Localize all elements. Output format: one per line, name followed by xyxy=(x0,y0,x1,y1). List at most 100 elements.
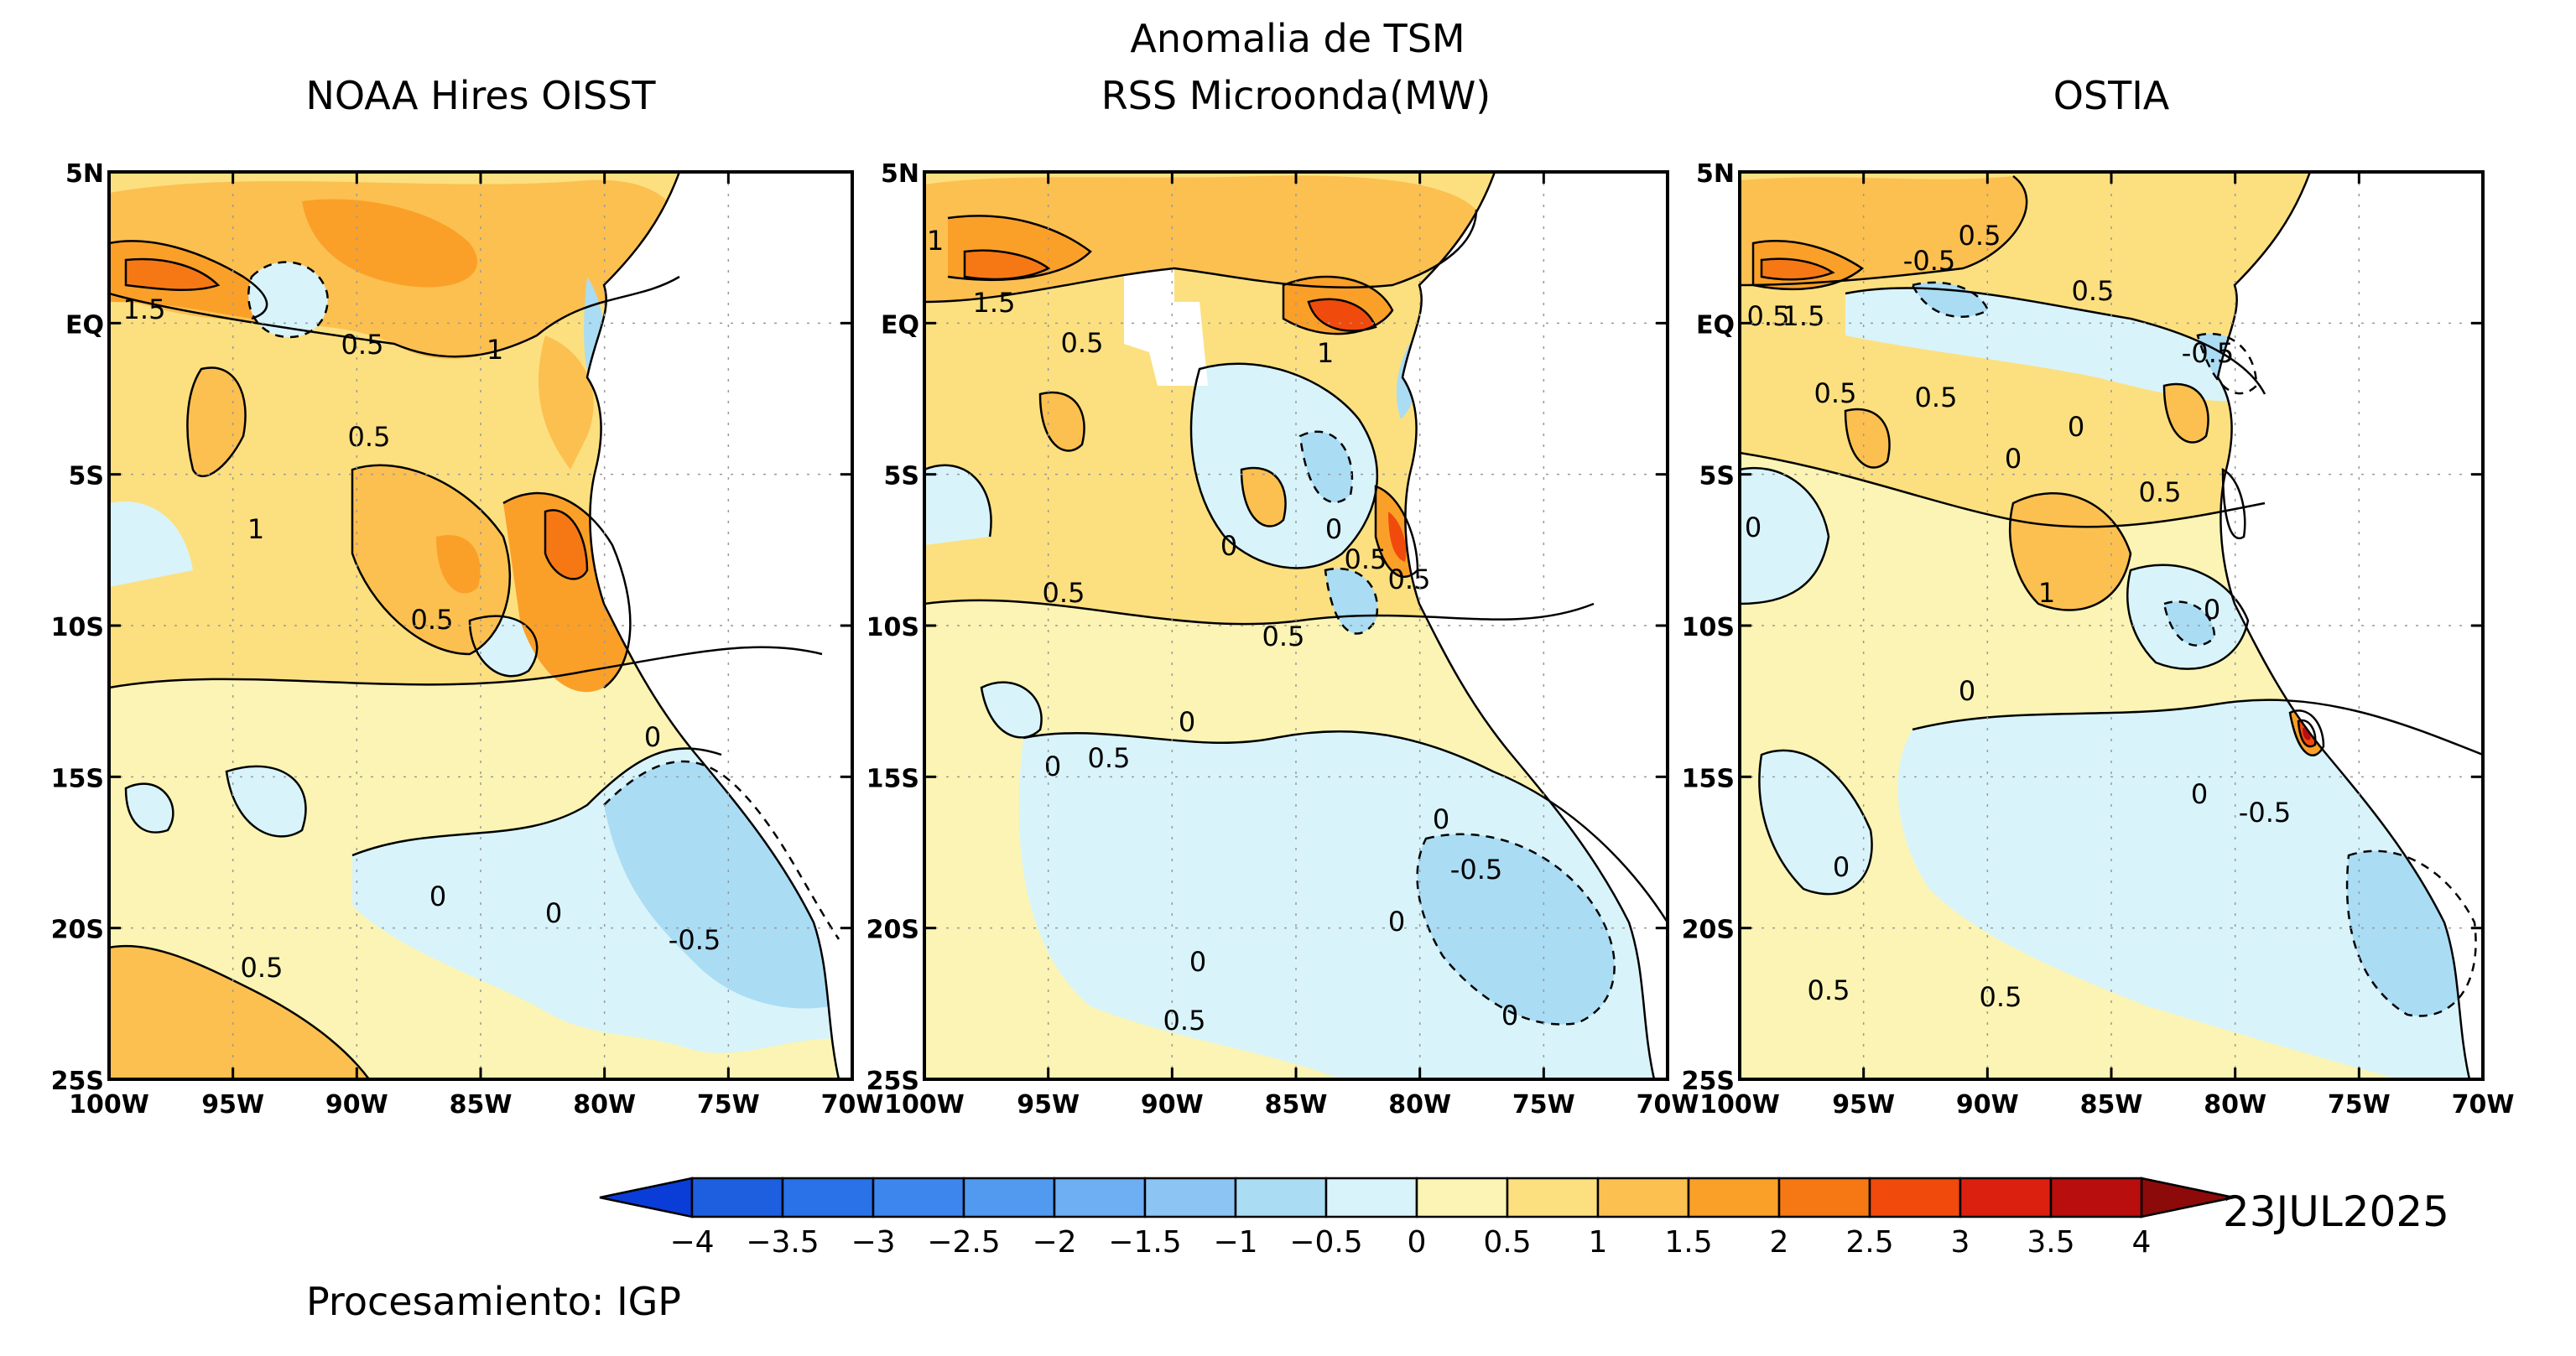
contour-label: 0 xyxy=(2191,778,2208,810)
contour-label: 0 xyxy=(644,721,661,753)
colorbar-swatch xyxy=(1234,1177,1328,1218)
contour-label: 0.5 xyxy=(1388,564,1431,595)
contour-label: 0.5 xyxy=(411,604,454,636)
lon-tick-label: 75W xyxy=(697,1090,760,1120)
contour-label: 0.5 xyxy=(1959,220,2001,252)
contour-label: 0.5 xyxy=(1043,577,1085,609)
colorbar-swatch xyxy=(872,1177,965,1218)
contour-label: 0.5 xyxy=(2072,275,2115,307)
panel-title-oisst: NOAA Hires OISST xyxy=(305,73,656,118)
contour-label: 0 xyxy=(2204,594,2220,626)
contour-label: 0 xyxy=(1833,851,1850,883)
coastline xyxy=(1401,172,1656,1079)
coastline xyxy=(585,172,840,1079)
colorbar-tick-label: 1.5 xyxy=(1664,1225,1712,1260)
lat-tick-label: 20S xyxy=(1682,916,1735,945)
lon-tick-label: 80W xyxy=(573,1090,636,1120)
contour-label: 0.5 xyxy=(2139,476,2182,508)
colorbar-tick-label: −3.5 xyxy=(746,1225,819,1260)
contour-label: 0.5 xyxy=(1980,981,2022,1013)
coastline xyxy=(2216,172,2471,1079)
contour-label: 0.5 xyxy=(241,952,284,984)
lon-tick-label: 70W xyxy=(2452,1090,2515,1120)
lon-tick-label: 95W xyxy=(1832,1090,1895,1120)
contour-label: 0 xyxy=(545,897,562,929)
lon-tick-label: 80W xyxy=(2204,1090,2266,1120)
colorbar-swatch xyxy=(962,1177,1056,1218)
colorbar-over-arrow xyxy=(2140,1177,2235,1218)
contour-label: 1 xyxy=(1317,337,1334,369)
lat-tick-label: 5S xyxy=(884,462,919,491)
colorbar-swatch xyxy=(1506,1177,1600,1218)
colorbar-swatch xyxy=(690,1177,784,1218)
lon-tick-label: 75W xyxy=(2328,1090,2391,1120)
contour-label: 0.5 xyxy=(1088,742,1131,774)
lat-tick-label: 15S xyxy=(51,764,104,793)
contour-label: 0 xyxy=(1433,803,1449,835)
contour-label: 0.5 xyxy=(1061,327,1104,359)
contour-label: 0.5 xyxy=(1814,377,1857,409)
lat-tick-label: 10S xyxy=(1682,613,1735,642)
lon-tick-label: 70W xyxy=(821,1090,884,1120)
contour-label: -0.5 xyxy=(1903,245,1955,277)
lat-tick-label: 25S xyxy=(1682,1067,1735,1096)
colorbar-swatch xyxy=(1868,1177,1962,1218)
lat-tick-label: 20S xyxy=(866,916,919,945)
contour-label: 1.5 xyxy=(1782,300,1825,332)
contour-label: 0 xyxy=(1325,513,1342,545)
lon-tick-label: 90W xyxy=(1141,1090,1204,1120)
lat-tick-label: 5N xyxy=(65,159,104,189)
colorbar-tick-label: −1.5 xyxy=(1108,1225,1181,1260)
colorbar-tick-label: −0.5 xyxy=(1289,1225,1362,1260)
lon-tick-label: 80W xyxy=(1388,1090,1451,1120)
lat-tick-label: 25S xyxy=(866,1067,919,1096)
lon-tick-label: 85W xyxy=(1265,1090,1328,1120)
lon-tick-label: 85W xyxy=(2080,1090,2143,1120)
contour-label: 0.5 xyxy=(1262,621,1305,652)
contour-label: 1.5 xyxy=(973,287,1016,319)
colorbar-tick-label: 3 xyxy=(1951,1225,1970,1260)
lat-tick-label: 5S xyxy=(1699,462,1735,491)
colorbar-tick-label: −4 xyxy=(669,1225,714,1260)
contour-label: 0 xyxy=(429,881,446,912)
colorbar-swatch xyxy=(1959,1177,2053,1218)
contour-label: 1 xyxy=(487,334,503,366)
lon-tick-label: 100W xyxy=(69,1090,149,1120)
lon-tick-label: 95W xyxy=(201,1090,264,1120)
contour-label: -0.5 xyxy=(2182,337,2234,369)
colorbar-swatch xyxy=(2049,1177,2143,1218)
lat-tick-label: 20S xyxy=(51,916,104,945)
main-title: Anomalia de TSM xyxy=(1130,16,1465,61)
colorbar-tick-label: 4 xyxy=(2132,1225,2152,1260)
colorbar-tick-label: −2 xyxy=(1032,1225,1076,1260)
colorbar-swatch xyxy=(1324,1177,1418,1218)
colorbar-tick-label: 2 xyxy=(1770,1225,1789,1260)
colorbar: −4 −3.5 −3 −2.5 −2 −1.5 −1 −0.5 0 0.5 1 1.5 2 2.5 3 3.5… xyxy=(599,1177,2235,1260)
contour-label: 0.5 xyxy=(1163,1005,1206,1036)
colorbar-swatch xyxy=(1053,1177,1147,1218)
colorbar-under-arrow xyxy=(599,1177,694,1218)
contour-label: 0 xyxy=(1189,946,1206,978)
lon-tick-label: 100W xyxy=(1699,1090,1780,1120)
contour-label: 0 xyxy=(1179,706,1195,738)
colorbar-tick-label: 3.5 xyxy=(2027,1225,2074,1260)
lat-tick-label: 25S xyxy=(51,1067,104,1096)
lat-tick-label: 5N xyxy=(881,159,919,189)
lat-tick-label: 10S xyxy=(51,613,104,642)
contour-label: 0.5 xyxy=(348,421,391,453)
lat-tick-label: 10S xyxy=(866,613,919,642)
lat-tick-label: 5N xyxy=(1696,159,1735,189)
contour-label: 0 xyxy=(2005,443,2022,475)
contour-label: -0.5 xyxy=(1450,854,1502,886)
date-label: 23JUL2025 xyxy=(2223,1187,2449,1236)
colorbar-tick-label: −1 xyxy=(1213,1225,1257,1260)
lon-tick-label: 85W xyxy=(450,1090,513,1120)
panel-title-ostia: OSTIA xyxy=(2053,73,2170,118)
contour-label: 0.5 xyxy=(1915,382,1958,413)
contour-labels-ostia: 0.5 -0.5 0.5 1.5 -0.5 0.5 0.5 0 0.5 0 1 … xyxy=(1745,220,2291,1013)
colorbar-tick-label: 2.5 xyxy=(1845,1225,1893,1260)
colorbar-swatch xyxy=(1777,1177,1871,1218)
colorbar-swatch xyxy=(1143,1177,1237,1218)
